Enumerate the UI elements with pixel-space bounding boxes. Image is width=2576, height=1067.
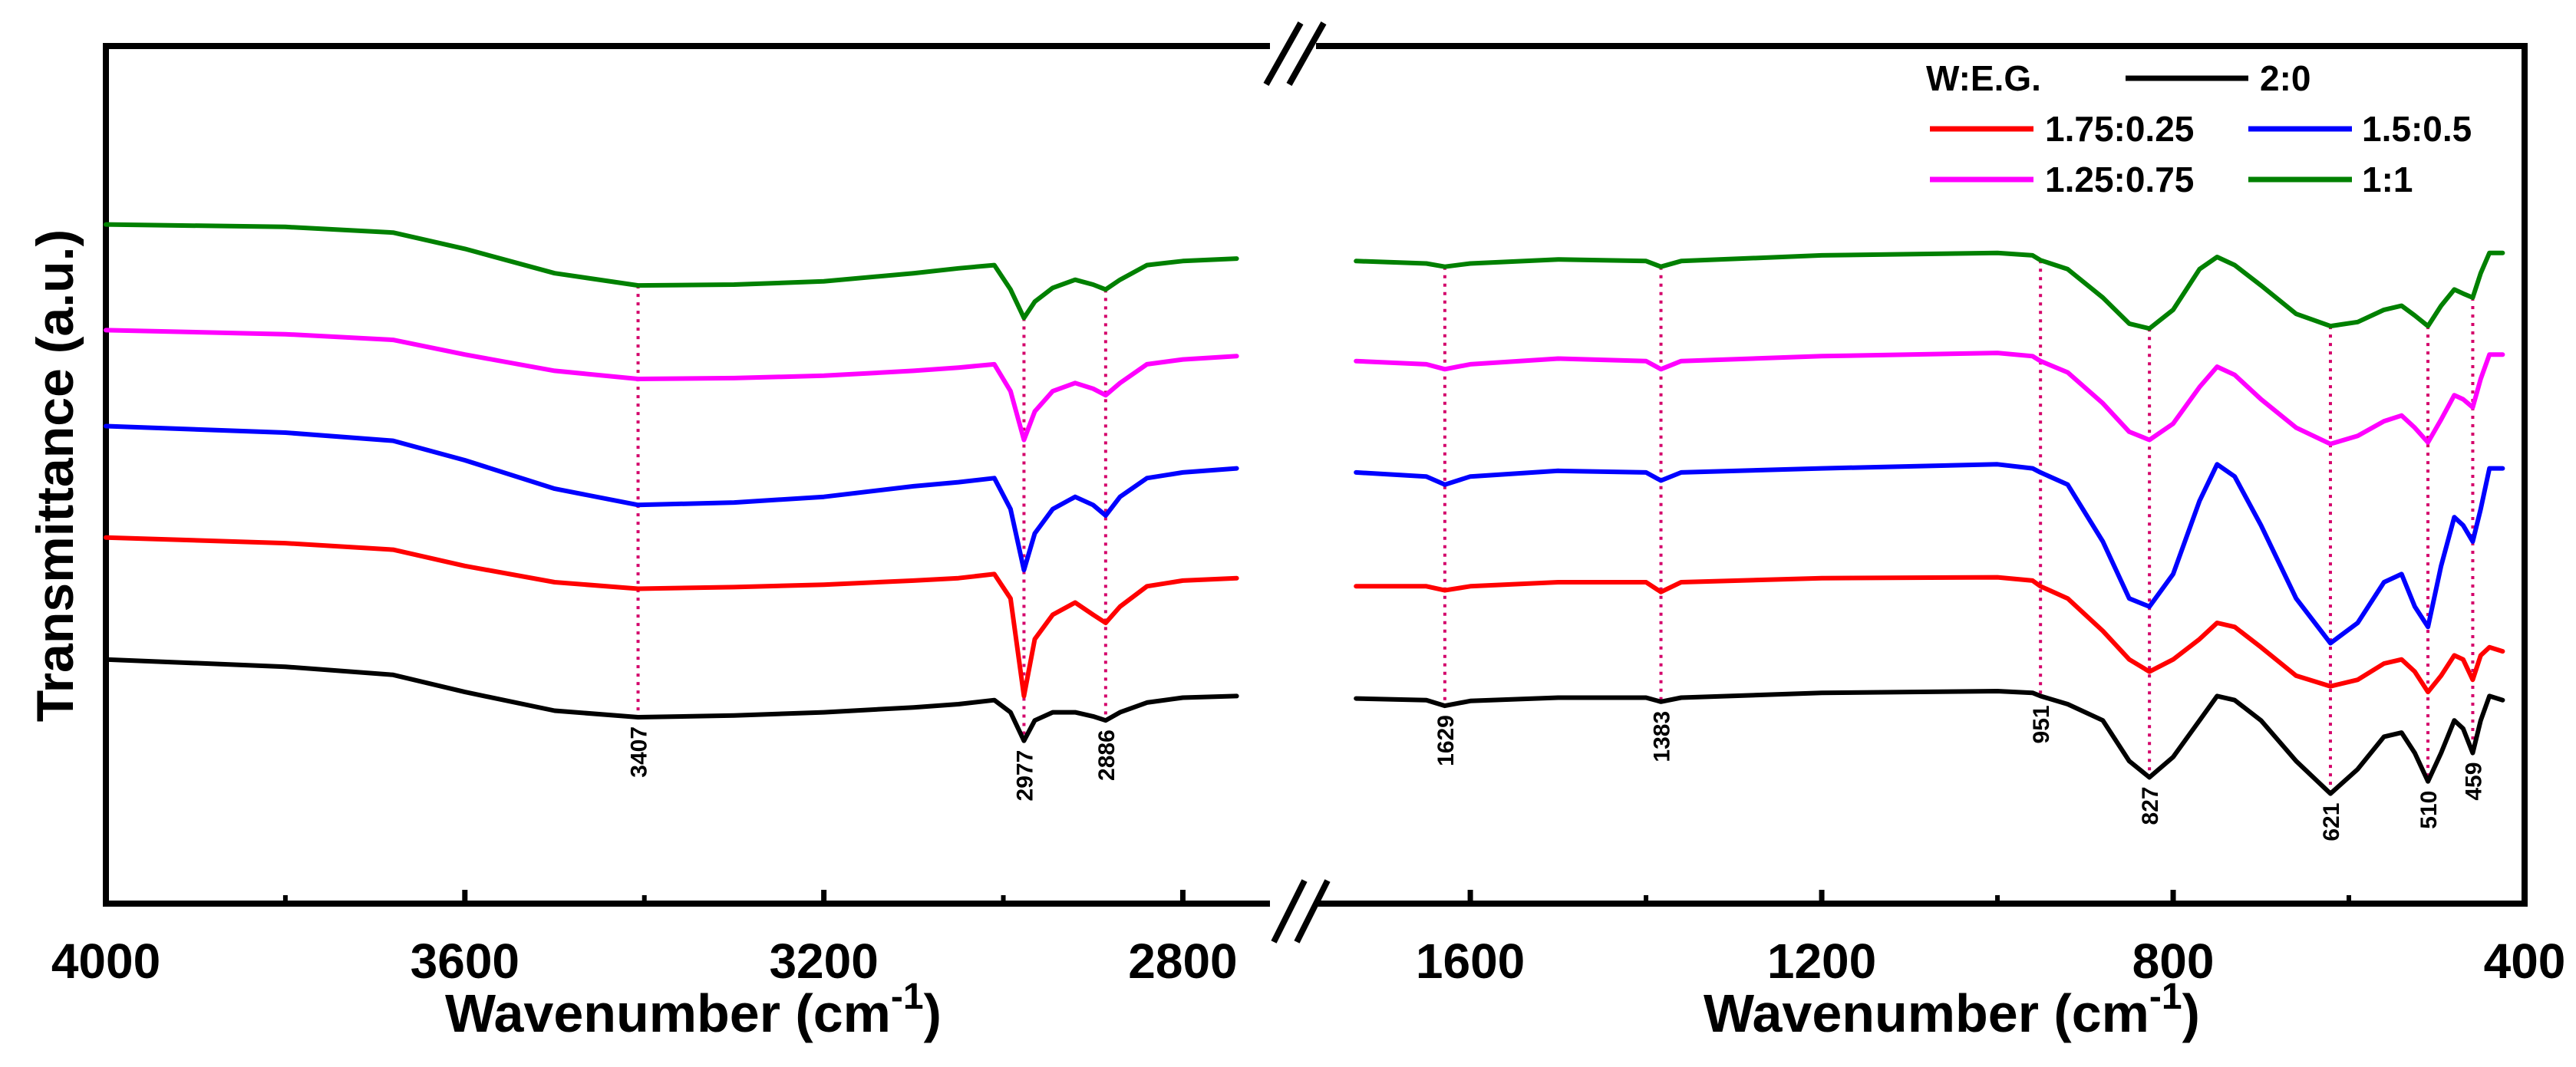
legend-label-1-25-0-75: 1.25:0.75 <box>2045 160 2194 199</box>
series-line-1-75-0-25-left <box>104 535 1239 699</box>
peak-label-1629: 1629 <box>1433 715 1459 766</box>
axis-break-top-slash-1 <box>1263 21 1304 86</box>
series-line-1-75-0-25-right <box>1354 575 2505 695</box>
y-axis-label: Transmittance (a.u.) <box>26 229 84 722</box>
peak-guide-lines <box>636 260 2475 794</box>
x-tick-label-3600: 3600 <box>411 934 519 989</box>
x-axis-label-right-close: ) <box>2182 983 2200 1043</box>
series-line-2-0-right <box>1354 689 2505 796</box>
legend-label-1-5-0-5: 1.5:0.5 <box>2362 109 2472 149</box>
peak-label-3407: 3407 <box>627 726 652 778</box>
peak-label-2886: 2886 <box>1094 729 1120 781</box>
x-axis-label-left: Wavenumber (cm-1) <box>445 976 942 1043</box>
x-axis-label-left-close: ) <box>924 983 942 1043</box>
series-line-1-5-0-5-right <box>1354 462 2505 646</box>
x-tick-label-2800: 2800 <box>1128 934 1237 989</box>
x-tick-label-4000: 4000 <box>51 934 160 989</box>
peak-label-2977: 2977 <box>1012 750 1037 802</box>
peak-label-951: 951 <box>2029 705 2054 743</box>
peak-labels: 3407 2977 2886 1629 1383 951 827 621 510 459 <box>627 705 2487 841</box>
x-axis-label-left-main: Wavenumber (cm <box>445 983 891 1043</box>
legend-label-1-1: 1:1 <box>2362 160 2413 199</box>
x-tick-label-1600: 1600 <box>1416 934 1525 989</box>
x-tick-label-800: 800 <box>2132 934 2215 989</box>
x-tick-label-3200: 3200 <box>769 934 878 989</box>
series-line-1-25-0-75-right <box>1354 351 2505 446</box>
legend-label-2-0: 2:0 <box>2260 58 2310 98</box>
x-axis-label-right-main: Wavenumber (cm <box>1704 983 2149 1043</box>
series-line-1-25-0-75-left <box>104 328 1239 443</box>
series-line-2-0-left <box>104 657 1239 743</box>
legend: W:E.G. 2:0 1.75:0.25 1.5:0.5 1.25:0.75 1… <box>1926 58 2472 199</box>
series-line-1-1-left <box>104 222 1239 321</box>
x-axis-label-right: Wavenumber (cm-1) <box>1704 976 2200 1043</box>
peak-label-459: 459 <box>2461 762 2486 801</box>
axis-break-top-slash-2 <box>1286 21 1327 86</box>
x-ticks: 4000 3600 3200 2800 1600 1200 800 400 <box>51 890 2566 989</box>
legend-title: W:E.G. <box>1926 58 2041 98</box>
x-tick-label-400: 400 <box>2484 934 2566 989</box>
legend-label-1-75-0-25: 1.75:0.25 <box>2045 109 2194 149</box>
series-line-1-1-right <box>1354 250 2505 331</box>
series-layer <box>104 222 2505 796</box>
peak-label-510: 510 <box>2416 791 2442 829</box>
axis-break-bottom-slash-1 <box>1271 879 1308 944</box>
series-line-1-5-0-5-left <box>104 423 1239 573</box>
peak-label-827: 827 <box>2138 786 2163 825</box>
x-axis-label-right-sup: -1 <box>2149 976 2182 1017</box>
peak-label-1383: 1383 <box>1650 711 1675 762</box>
x-axis-label-left-sup: -1 <box>891 976 924 1017</box>
axis-break-bottom-slash-2 <box>1294 879 1331 944</box>
peak-label-621: 621 <box>2319 803 2344 841</box>
x-tick-label-1200: 1200 <box>1767 934 1876 989</box>
